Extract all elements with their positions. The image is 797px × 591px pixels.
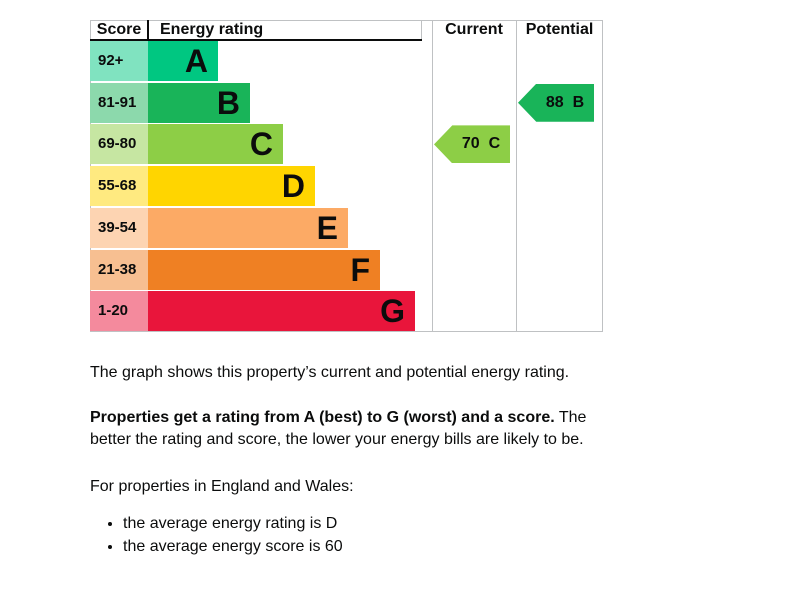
average-rating-item: the average energy rating is D: [123, 513, 606, 535]
england-wales-intro: For properties in England and Wales:: [90, 478, 354, 495]
band-bar-f: F: [148, 249, 380, 290]
band-letter-d: D: [281, 168, 305, 205]
score-range-b: 81-91: [90, 82, 148, 123]
average-score-item: the average energy score is 60: [123, 536, 606, 558]
band-bar-d: D: [148, 166, 315, 207]
band-letter-c: C: [249, 126, 273, 163]
band-row-d: 55-68 D: [90, 166, 432, 207]
band-bar-e: E: [148, 207, 348, 248]
header-score-divider: [147, 20, 149, 41]
potential-rating-marker: 88 B: [518, 83, 594, 122]
band-bar-a: A: [148, 41, 218, 81]
band-row-e: 39-54 E: [90, 207, 432, 248]
band-row-f: 21-38 F: [90, 249, 432, 290]
energy-rating-column-header: Energy rating: [160, 21, 264, 38]
energy-rating-graph: Score Energy rating Current Potential 92…: [90, 20, 603, 332]
grid-rating-header-end-line: [421, 20, 422, 41]
band-bar-b: B: [148, 82, 250, 123]
score-range-d: 55-68: [90, 166, 148, 207]
score-range-g: 1-20: [90, 291, 148, 332]
band-row-c: 69-80 C: [90, 124, 432, 165]
current-column-header: Current: [445, 21, 503, 38]
description-text: The graph shows this property’s current …: [90, 362, 606, 559]
grid-potential-column-line: [516, 20, 517, 332]
score-range-e: 39-54: [90, 207, 148, 248]
band-letter-b: B: [216, 84, 240, 121]
average-stats-list: the average energy rating is D the avera…: [90, 513, 606, 558]
potential-rating-score: 88: [545, 93, 564, 111]
score-range-f: 21-38: [90, 249, 148, 290]
band-row-a: 92+ A: [90, 41, 432, 81]
header-bottom-border: [90, 39, 422, 41]
band-row-g: 1-20 G: [90, 291, 432, 332]
band-bar-g: G: [148, 291, 415, 332]
score-range-c: 69-80: [90, 124, 148, 165]
potential-column-header: Potential: [525, 21, 594, 38]
band-letter-e: E: [316, 209, 338, 246]
graph-caption: The graph shows this property’s current …: [90, 364, 570, 381]
grid-top-line: [90, 20, 603, 21]
current-rating-score: 70: [461, 135, 480, 153]
rating-explanation: Properties get a rating from A (best) to…: [90, 407, 606, 451]
score-range-a: 92+: [90, 41, 148, 81]
rating-explanation-rest: The better the rating and score, the low…: [90, 409, 587, 448]
band-row-b: 81-91 B: [90, 82, 432, 123]
band-letter-f: F: [350, 251, 370, 288]
grid-current-column-line: [432, 20, 433, 332]
grid-bottom-line: [90, 331, 603, 332]
band-bar-c: C: [148, 124, 283, 165]
score-column-header: Score: [96, 21, 142, 38]
grid-right-line: [602, 20, 603, 332]
rating-explanation-bold: Properties get a rating from A (best) to…: [90, 409, 555, 426]
potential-rating-letter: B: [572, 93, 585, 111]
current-rating-letter: C: [488, 135, 501, 153]
band-letter-g: G: [380, 293, 405, 330]
band-letter-a: A: [184, 43, 208, 79]
current-rating-marker: 70 C: [434, 125, 510, 164]
